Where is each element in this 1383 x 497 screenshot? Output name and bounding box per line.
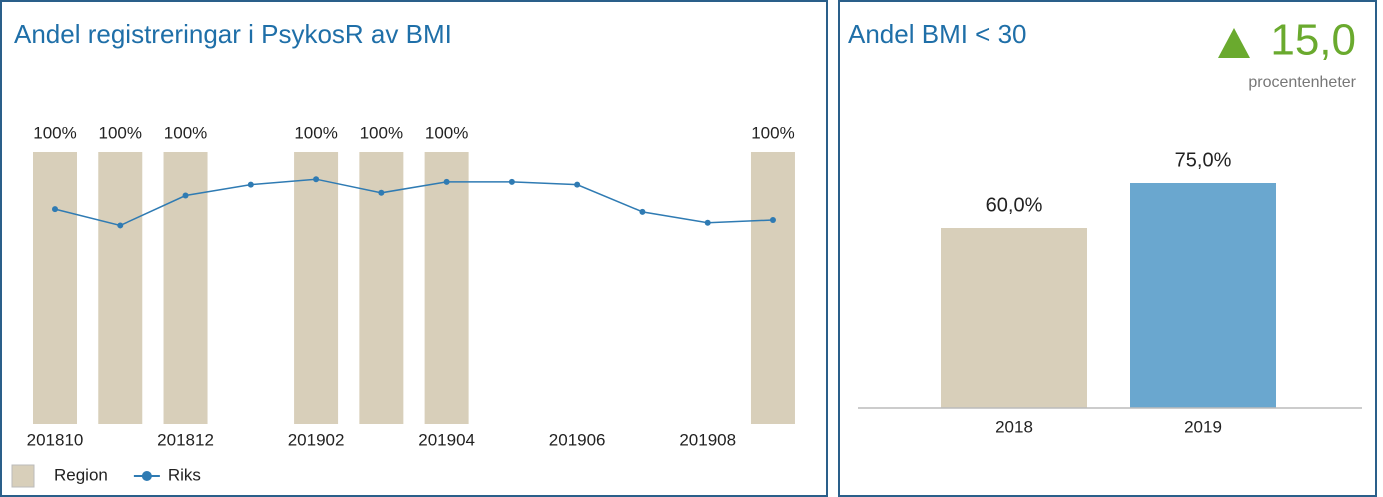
- bar: [98, 152, 143, 424]
- legend-label: Riks: [168, 465, 201, 484]
- bar: [941, 228, 1087, 408]
- bar: [1130, 183, 1276, 408]
- data-label: 100%: [294, 123, 337, 142]
- data-label: 100%: [99, 123, 142, 142]
- legend-label: Region: [54, 465, 108, 484]
- x-tick-label: 2018: [995, 417, 1033, 436]
- data-label: 100%: [751, 123, 794, 142]
- x-tick-label: 2019: [1184, 417, 1222, 436]
- marker: [52, 206, 58, 213]
- change-value: 15,0: [1270, 16, 1356, 65]
- legend-swatch: [141, 471, 152, 481]
- marker: [574, 181, 581, 188]
- x-tick-label: 201908: [679, 430, 736, 449]
- data-label: 60,0%: [986, 194, 1043, 216]
- x-tick-label: 201904: [418, 430, 475, 449]
- data-label: 100%: [164, 123, 207, 142]
- marker: [117, 222, 124, 229]
- marker: [313, 176, 320, 183]
- marker: [508, 178, 515, 185]
- bar: [294, 152, 339, 424]
- x-tick-label: 201810: [27, 430, 84, 449]
- x-tick-label: 201906: [549, 430, 606, 449]
- data-label: 100%: [425, 123, 468, 142]
- chart-title: Andel BMI < 30: [848, 19, 1027, 49]
- chart-title: Andel registreringar i PsykosR av BMI: [14, 19, 452, 49]
- marker: [247, 181, 254, 188]
- data-label: 100%: [33, 123, 76, 142]
- x-tick-label: 201812: [157, 430, 214, 449]
- up-arrow: [1218, 28, 1250, 58]
- marker: [378, 189, 385, 196]
- change-unit: procentenheter: [1248, 74, 1356, 91]
- data-label: 100%: [360, 123, 403, 142]
- marker: [639, 208, 646, 215]
- panel-right: [838, 0, 1377, 497]
- marker: [704, 219, 711, 226]
- marker: [182, 192, 189, 199]
- bar: [750, 152, 795, 424]
- marker: [443, 178, 450, 185]
- panel-left: [0, 0, 828, 497]
- line: [54, 178, 774, 227]
- bar: [424, 152, 469, 424]
- data-label: 75,0%: [1175, 149, 1232, 171]
- marker: [769, 217, 776, 223]
- legend-swatch: [11, 464, 35, 488]
- bar: [33, 152, 77, 424]
- bar: [359, 152, 404, 424]
- x-tick-label: 201902: [288, 430, 345, 449]
